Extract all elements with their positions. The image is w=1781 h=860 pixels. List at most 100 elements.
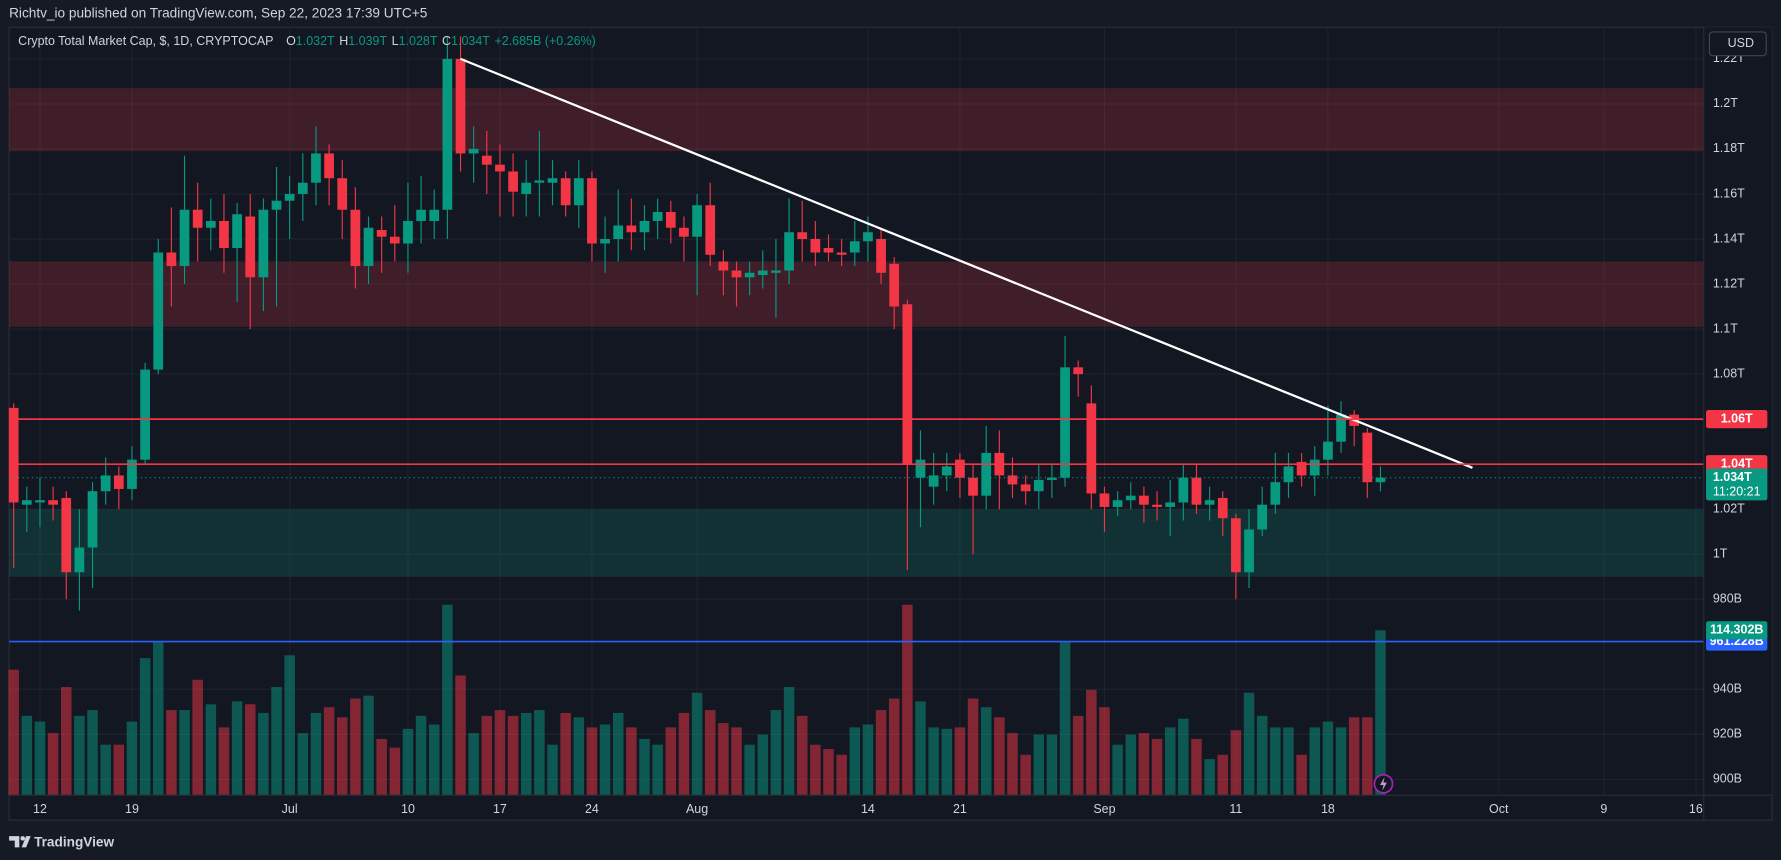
candle-body <box>350 209 361 267</box>
volume-bar <box>139 658 151 796</box>
x-tick-label: 17 <box>493 802 507 816</box>
candle-body <box>1296 461 1307 476</box>
volume-bar <box>1362 717 1373 796</box>
candle-body <box>258 209 269 278</box>
x-tick-label: 16 <box>1689 802 1703 816</box>
candle-body <box>836 252 847 255</box>
currency-label: USD <box>1728 36 1754 50</box>
volume-bar <box>1020 754 1031 796</box>
candle-body <box>1323 441 1333 460</box>
y-tick-label: 1.18T <box>1713 141 1745 155</box>
volume-bar <box>60 686 72 796</box>
candle-body <box>1362 432 1373 483</box>
candle-body <box>153 252 164 370</box>
candle-body <box>429 209 440 221</box>
volume-bar <box>1059 642 1071 796</box>
candle-body <box>705 205 716 255</box>
candle-body <box>613 225 624 240</box>
candle-body <box>534 180 545 183</box>
candle-body <box>1060 367 1070 478</box>
volume-bar <box>902 604 913 796</box>
candle-body <box>1283 466 1294 483</box>
candle-body <box>127 459 137 489</box>
candle-body <box>232 214 242 249</box>
volume-bar <box>560 712 571 796</box>
volume-bar <box>547 744 558 796</box>
x-tick-label: Jul <box>282 802 298 816</box>
volume-bar <box>1270 727 1281 796</box>
y-tick-label: 920B <box>1713 727 1742 741</box>
volume-bar <box>271 686 282 796</box>
candle-body <box>389 236 400 244</box>
trendline <box>460 57 1473 469</box>
volume-bar <box>875 710 887 796</box>
candle-body <box>1152 504 1162 507</box>
candle-body <box>1073 367 1084 375</box>
volume-bar <box>994 717 1005 796</box>
volume-bar <box>691 692 703 796</box>
candle-body <box>495 164 505 172</box>
volume-bar <box>455 675 466 796</box>
countdown: 11:20:21 <box>1713 485 1761 499</box>
volume-bar <box>1086 689 1097 796</box>
ohlc-value: 1.032T <box>296 34 335 48</box>
volume-bar <box>1138 733 1150 796</box>
volume-bar <box>507 715 519 796</box>
volume-bar <box>652 744 663 796</box>
candle-body <box>784 232 794 271</box>
volume-bar <box>980 707 992 796</box>
change: +2.685B (+0.26%) <box>494 34 595 48</box>
candle-body <box>1165 502 1176 507</box>
volume-badge <box>1706 621 1768 640</box>
candle-body <box>48 500 58 505</box>
candle-body <box>626 225 637 233</box>
volume-bar <box>218 727 230 796</box>
candle-body <box>1047 477 1057 480</box>
volume-bar <box>192 679 203 796</box>
candle-body <box>219 220 229 249</box>
currency-button[interactable] <box>1708 31 1767 57</box>
x-tick-label: 12 <box>33 802 47 816</box>
candle-body <box>8 407 19 503</box>
volume-bar <box>849 727 861 796</box>
volume-label: 114.302B <box>1710 623 1763 637</box>
candle-body <box>1099 493 1110 507</box>
candle-body <box>863 232 873 242</box>
candle-body <box>1178 477 1189 503</box>
candle-body <box>718 261 729 271</box>
volume-bar <box>1230 730 1242 796</box>
candle-body <box>1112 500 1123 507</box>
candle-body <box>587 178 597 244</box>
candle-body <box>1191 477 1202 505</box>
volume-bar <box>731 727 742 796</box>
candle-body <box>74 547 85 573</box>
volume-bar <box>718 723 729 796</box>
candle-body <box>665 211 676 228</box>
volume-bar <box>152 642 164 796</box>
volume-bar <box>1335 727 1347 796</box>
volume-bar <box>1322 721 1334 796</box>
candle-body <box>941 466 952 476</box>
last-price-label: 1.034T <box>1713 470 1752 484</box>
volume-bar <box>442 604 453 796</box>
candle-body <box>915 459 926 478</box>
volume-bar <box>1125 734 1137 796</box>
volume-bar <box>310 712 322 796</box>
volume-bar <box>468 733 479 796</box>
volume-bar <box>1099 707 1110 796</box>
logo-dot <box>20 836 25 841</box>
candle-body <box>1309 459 1320 476</box>
x-tick-label: 10 <box>401 802 415 816</box>
volume-bar <box>1178 718 1189 796</box>
volume-bar <box>770 710 782 796</box>
volume-bar <box>862 724 874 796</box>
candle-body <box>416 209 426 221</box>
volume-bar <box>1033 734 1045 796</box>
candle-body <box>521 182 532 194</box>
volume-bar <box>665 727 677 796</box>
ohlc-value: 1.039T <box>348 34 387 48</box>
candle-body <box>337 178 348 210</box>
candle-body <box>324 153 334 179</box>
